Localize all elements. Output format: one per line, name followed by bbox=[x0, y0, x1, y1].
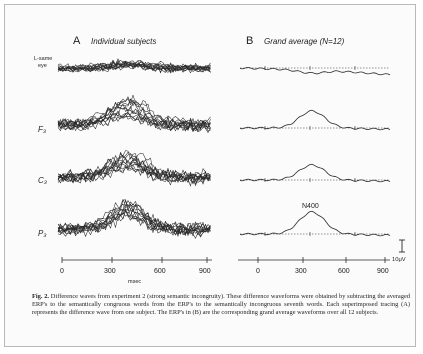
caption-figure-number: Fig. 2. bbox=[32, 293, 50, 300]
figure-caption: Fig. 2. Difference waves from experiment… bbox=[32, 293, 410, 318]
individual-trace-row-0 bbox=[57, 61, 211, 71]
axis-unit-a: msec bbox=[128, 279, 141, 285]
row-label-f3: F₃ bbox=[38, 125, 46, 134]
individual-traces bbox=[57, 58, 211, 239]
row-label-leye-line1: L-same bbox=[34, 56, 52, 62]
individual-trace-row-0 bbox=[57, 62, 211, 73]
individual-trace-row-1 bbox=[57, 99, 211, 132]
grand-average-trace-row-1 bbox=[239, 109, 391, 131]
erp-figure: A Individual subjects B Grand average (N… bbox=[34, 35, 406, 285]
row-label-leye-line2: eye bbox=[38, 63, 47, 69]
tick-label-0-a: 0 bbox=[60, 268, 64, 275]
caption-text: Difference waves from experiment 2 (stro… bbox=[32, 293, 410, 317]
tick-label-900-b: 900 bbox=[377, 268, 389, 275]
individual-trace-row-0 bbox=[57, 62, 211, 72]
row-label-c3: C₃ bbox=[38, 176, 47, 185]
tick-label-300-b: 300 bbox=[295, 268, 307, 275]
grand-average-traces bbox=[239, 66, 391, 237]
individual-trace-row-1 bbox=[57, 110, 211, 131]
scale-bar: 10μV bbox=[392, 239, 406, 263]
tick-label-600-a: 600 bbox=[154, 268, 166, 275]
row-label-p3: P₃ bbox=[38, 229, 47, 238]
individual-trace-row-3 bbox=[57, 208, 211, 234]
individual-trace-row-2 bbox=[57, 159, 211, 184]
time-axis-a: 0 300 600 900 msec bbox=[60, 257, 212, 285]
individual-trace-row-0 bbox=[57, 61, 211, 72]
tick-label-600-b: 600 bbox=[338, 268, 350, 275]
individual-trace-row-2 bbox=[57, 152, 211, 186]
tick-label-300-a: 300 bbox=[104, 268, 116, 275]
grand-average-trace-row-3 bbox=[239, 210, 391, 237]
tick-label-900-a: 900 bbox=[199, 268, 211, 275]
individual-trace-row-3 bbox=[57, 208, 211, 236]
scale-bar-label: 10μV bbox=[392, 257, 406, 263]
individual-trace-row-3 bbox=[57, 210, 211, 237]
panel-b-title: Grand average (N=12) bbox=[264, 37, 345, 46]
figure: A Individual subjects B Grand average (N… bbox=[34, 35, 406, 285]
individual-trace-row-3 bbox=[57, 199, 211, 235]
n400-label: N400 bbox=[302, 203, 319, 210]
individual-trace-row-1 bbox=[57, 113, 211, 133]
grand-average-trace-row-2 bbox=[239, 163, 391, 183]
panel-a-title: Individual subjects bbox=[91, 37, 156, 46]
grand-average-trace-row-0 bbox=[239, 67, 391, 76]
panel-b-letter: B bbox=[246, 35, 253, 47]
tick-label-0-b: 0 bbox=[256, 268, 260, 275]
time-axis-b: 0 300 600 900 bbox=[238, 257, 390, 275]
panel-a-letter: A bbox=[73, 35, 81, 47]
